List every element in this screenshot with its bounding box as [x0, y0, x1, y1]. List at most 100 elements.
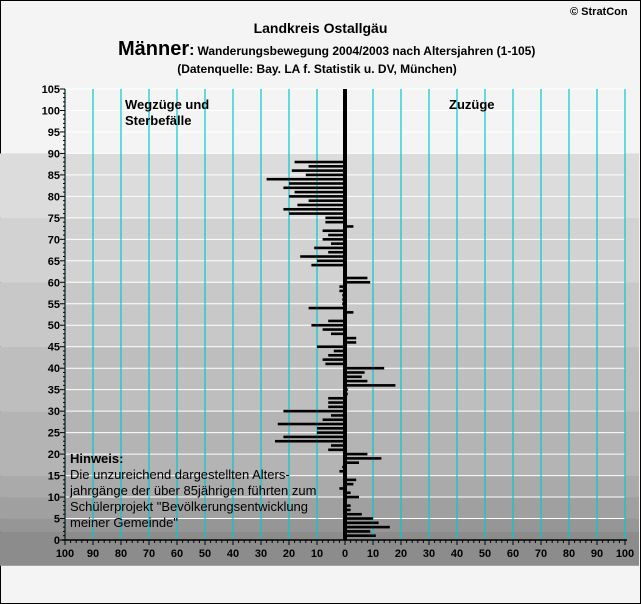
note-line: Die unzureichend dargestellten Alters- [70, 467, 290, 482]
bar [314, 246, 345, 250]
x-tick-label: 100 [56, 548, 74, 560]
x-tick-label: 20 [283, 548, 295, 560]
bar [345, 311, 354, 314]
label-zuzuege: Zuzüge [449, 97, 495, 112]
zero-axis [343, 89, 347, 540]
bar [308, 306, 345, 310]
bar [308, 165, 345, 168]
background-band [0, 475, 639, 498]
x-tick-label: 60 [507, 548, 519, 560]
bar [331, 332, 345, 336]
y-tick-label: 70 [48, 234, 60, 246]
y-tick-label: 55 [48, 299, 60, 311]
bar [345, 461, 359, 464]
title-colon: : [189, 42, 195, 59]
bar [325, 216, 345, 220]
x-tick-label: 30 [255, 548, 267, 560]
y-tick-label: 40 [48, 363, 60, 375]
y-tick-label: 75 [48, 213, 60, 225]
bar [328, 396, 345, 400]
bar [317, 427, 345, 430]
bar [328, 405, 345, 409]
bar [291, 169, 345, 172]
bar [345, 379, 368, 383]
y-tick-label: 105 [42, 84, 60, 96]
bar [345, 512, 362, 516]
bar [322, 328, 345, 331]
bar [289, 212, 345, 215]
y-tick-label: 25 [48, 428, 60, 440]
y-tick-label: 85 [48, 170, 60, 182]
bar [328, 354, 345, 357]
x-tick-label: 40 [451, 548, 463, 560]
x-tick-label: 80 [563, 548, 575, 560]
bar [345, 491, 351, 495]
y-tick-label: 5 [54, 514, 60, 526]
bar [339, 487, 345, 490]
bar [339, 285, 345, 288]
x-tick-label: 0 [342, 548, 348, 560]
bar [308, 199, 345, 202]
y-tick-label: 30 [48, 406, 60, 418]
x-tick-label: 80 [115, 548, 127, 560]
background-band [0, 497, 639, 519]
bar [345, 384, 396, 387]
y-tick-label: 35 [48, 385, 60, 397]
bar [325, 220, 345, 224]
bar [283, 409, 345, 413]
x-tick-label: 100 [616, 548, 634, 560]
bar [345, 508, 351, 512]
bar [289, 182, 345, 185]
y-tick-label: 45 [48, 342, 60, 354]
label-wegzuege: Wegzüge und Sterbefälle [125, 97, 209, 129]
chart-title-region: Landkreis Ostallgäu [253, 20, 388, 36]
bar [322, 418, 345, 422]
bar [289, 195, 345, 198]
bar [283, 207, 345, 211]
bar [345, 280, 371, 284]
bar [345, 457, 382, 460]
bar [328, 250, 345, 254]
y-tick-label: 100 [42, 105, 60, 117]
bar [322, 229, 345, 233]
bar [311, 323, 345, 327]
bar [328, 233, 345, 237]
background-band [0, 411, 639, 476]
bar [339, 469, 345, 473]
bar [331, 414, 345, 417]
bar [345, 276, 368, 280]
background-band [0, 282, 639, 347]
bar [345, 452, 368, 456]
bar [345, 482, 354, 486]
bar [345, 525, 390, 529]
x-tick-label: 50 [479, 548, 491, 560]
bar [345, 375, 362, 379]
x-tick-label: 50 [199, 548, 211, 560]
bar [345, 517, 373, 520]
x-tick-label: 70 [535, 548, 547, 560]
y-tick-label: 60 [48, 277, 60, 289]
bar [345, 521, 379, 525]
x-tick-label: 30 [423, 548, 435, 560]
background-band [0, 518, 639, 532]
x-tick-label: 10 [367, 548, 379, 560]
bar [328, 319, 345, 323]
background-band [0, 346, 639, 412]
bar [277, 422, 345, 426]
chart-title-main: Männer: Wanderungsbewegung 2004/2003 nach… [118, 38, 535, 61]
y-tick-label: 50 [48, 320, 60, 332]
bar [317, 259, 345, 263]
label-wegzuege-line1: Wegzüge und [125, 97, 210, 112]
y-tick-label: 20 [48, 449, 60, 461]
bar [283, 435, 345, 439]
title-rest: Wanderungsbewegung 2004/2003 nach Alters… [197, 44, 536, 58]
y-tick-label: 95 [48, 127, 60, 139]
bar [333, 349, 345, 353]
x-tick-label: 20 [395, 548, 407, 560]
bar [345, 225, 354, 228]
bar [345, 495, 359, 499]
bar [266, 177, 345, 181]
bar [328, 448, 345, 452]
bar [325, 362, 345, 366]
bar [305, 173, 345, 177]
